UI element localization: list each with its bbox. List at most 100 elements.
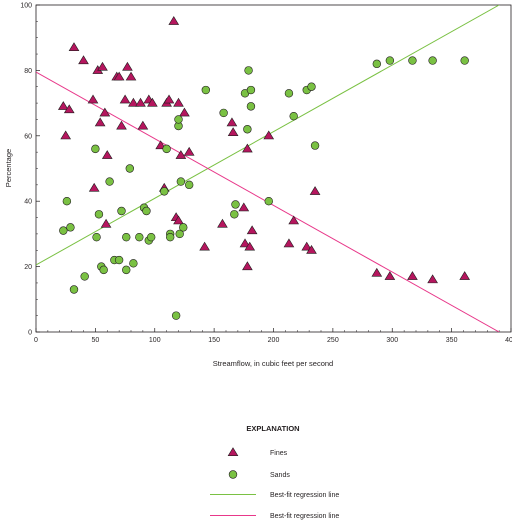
y-tick-label: 100 xyxy=(20,3,32,10)
sands-point xyxy=(66,223,75,232)
fines-point xyxy=(179,107,190,117)
fines-point xyxy=(173,215,184,225)
sands-point xyxy=(230,210,239,219)
sands-point xyxy=(219,108,228,118)
fines-point xyxy=(68,42,80,52)
fines-point xyxy=(99,107,111,117)
y-tick-label: 0 xyxy=(28,330,32,337)
legend-sands-icon xyxy=(228,470,238,479)
fines-point xyxy=(309,186,321,195)
fines-point xyxy=(242,143,253,153)
y-tick-label: 40 xyxy=(24,199,32,206)
sands-point xyxy=(105,177,114,186)
fines-point xyxy=(175,150,187,159)
sands-point xyxy=(243,125,252,134)
plot-frame xyxy=(35,4,512,333)
fines-point xyxy=(119,94,131,104)
fines-point xyxy=(137,120,149,130)
sands-point xyxy=(122,232,131,242)
sands-point xyxy=(92,232,101,242)
sands-point xyxy=(80,272,89,281)
sands-point xyxy=(174,115,183,124)
fines-point xyxy=(226,117,238,127)
fines-point xyxy=(101,150,113,159)
fines-point xyxy=(238,202,250,212)
sands-point xyxy=(284,89,294,98)
sands-point xyxy=(289,111,298,121)
sands-point xyxy=(142,206,151,216)
sands-point xyxy=(135,232,144,242)
legend: EXPLANATION Fines Sands Best-fit regressio… xyxy=(210,424,339,520)
x-tick-label: 150 xyxy=(208,337,220,344)
fines-point xyxy=(306,244,317,254)
y-tick-label: 20 xyxy=(24,264,32,271)
fines-point xyxy=(88,182,100,192)
sands-point xyxy=(69,285,79,294)
fines-point xyxy=(427,274,438,284)
y-tick-label: 60 xyxy=(24,133,32,140)
fines-point xyxy=(246,225,258,235)
sands-point xyxy=(385,56,395,65)
fines-point xyxy=(459,271,471,280)
x-tick-label: 250 xyxy=(327,337,339,344)
fines-point xyxy=(147,97,158,107)
legend-fines-icon xyxy=(227,447,239,456)
sands-point xyxy=(91,144,100,154)
legend-title: EXPLANATION xyxy=(246,424,299,433)
fines-point xyxy=(125,71,137,81)
sands-point xyxy=(244,66,253,75)
sands-point xyxy=(165,232,175,242)
x-axis-title: Streamflow, in cubic feet per second xyxy=(213,359,333,368)
sands-point xyxy=(231,200,240,209)
fines-point xyxy=(199,241,210,251)
x-tick-label: 100 xyxy=(149,337,161,344)
sands-point xyxy=(264,197,273,206)
fines-point xyxy=(60,130,72,140)
sands-point xyxy=(307,82,316,91)
sands-point xyxy=(117,206,126,216)
sands-point xyxy=(122,265,131,275)
sands-point xyxy=(179,223,188,232)
fines-point xyxy=(263,130,275,140)
fines-point xyxy=(78,55,89,65)
legend-item-label: Best-fit regression line xyxy=(270,492,339,499)
fines-point xyxy=(183,146,195,156)
sands-point xyxy=(460,56,469,65)
sands-point xyxy=(162,144,171,154)
sands-point xyxy=(184,180,194,190)
sands-point xyxy=(246,102,256,111)
sands-point xyxy=(310,141,320,150)
fines-point xyxy=(173,97,184,107)
fines-point xyxy=(283,238,295,248)
sands-point xyxy=(171,311,181,320)
sands-point xyxy=(201,85,211,95)
fines-point xyxy=(116,120,127,130)
fines-point xyxy=(97,61,108,71)
sands-point xyxy=(129,259,138,268)
sands-point xyxy=(99,265,108,275)
sands-point xyxy=(160,187,169,196)
fines-point xyxy=(371,267,383,277)
sands-point xyxy=(59,226,68,235)
sands-point xyxy=(94,210,104,219)
fines-point xyxy=(384,271,396,280)
fines-point xyxy=(63,104,75,114)
fines-point xyxy=(122,61,133,71)
fines-point xyxy=(128,97,139,107)
legend-item-label: Sands xyxy=(270,472,290,479)
fines-point xyxy=(57,101,69,110)
legend-item-label: Best-fit regression line xyxy=(270,513,339,520)
fines-point xyxy=(217,218,228,228)
fines-point xyxy=(288,215,300,225)
fines-point xyxy=(407,271,418,280)
fines-point xyxy=(135,97,146,107)
fines-point xyxy=(87,94,99,104)
fines-point xyxy=(239,238,251,248)
sands-point xyxy=(125,164,135,173)
fines-point xyxy=(163,94,175,104)
sands-point xyxy=(175,229,184,239)
x-tick-label: 300 xyxy=(386,337,398,344)
sands-point xyxy=(246,85,256,95)
legend-item-label: Fines xyxy=(270,450,288,457)
